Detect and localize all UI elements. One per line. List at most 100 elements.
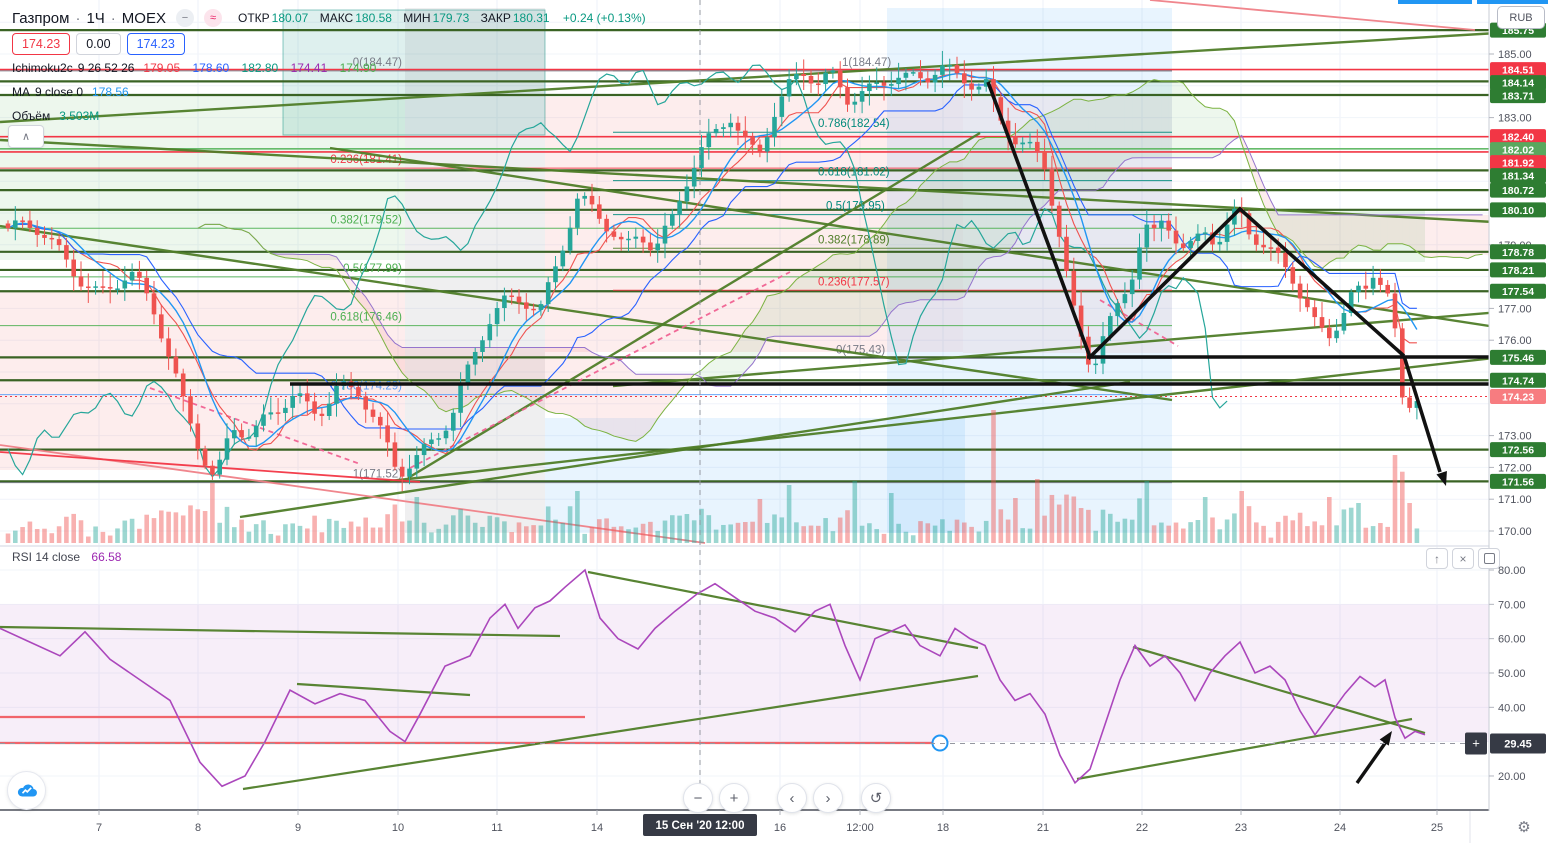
svg-text:181.92: 181.92 <box>1502 158 1534 170</box>
price-alert-badge <box>1490 88 1546 104</box>
price-alert-badge <box>1490 168 1546 184</box>
rsi-legend[interactable]: RSI 14 close 66.58 <box>12 550 121 564</box>
rsi-name: RSI 14 close <box>12 550 81 564</box>
drawn-annotations <box>290 81 1489 486</box>
rsi-value: 66.58 <box>91 550 122 564</box>
spread-value: 0.00 <box>76 33 121 55</box>
change-value: +0.24 (+0.13%) <box>562 11 646 25</box>
maximize-pane-button[interactable] <box>1478 548 1500 569</box>
time-axis-label: 21 <box>1037 822 1049 834</box>
hide-indicator-icon[interactable]: − <box>175 9 194 27</box>
time-axis-label: 7 <box>96 822 102 834</box>
watermark-logo-button[interactable] <box>7 771 46 810</box>
price-alert-badge <box>1490 349 1546 365</box>
time-axis-label: 25 <box>1431 822 1443 834</box>
ma-value: 178.56 <box>92 85 129 99</box>
collapse-legend-button[interactable]: ∧ <box>8 125 44 148</box>
time-axis-label: 10 <box>392 822 404 834</box>
buy-price-button[interactable]: 174.23 <box>126 33 185 55</box>
price-alert-badge <box>1490 442 1546 458</box>
time-axis-label: 23 <box>1235 822 1247 834</box>
price-alert-badge <box>1490 473 1546 489</box>
rsi-scale-label: 50.00 <box>1498 668 1526 680</box>
low-label: МИН <box>403 11 431 25</box>
move-pane-up-button[interactable]: ↑ <box>1426 548 1448 569</box>
scroll-left-button[interactable]: ‹ <box>777 783 807 813</box>
time-axis-label: 12:00 <box>846 822 874 834</box>
rsi-scale-label: 60.00 <box>1498 634 1526 646</box>
high-value: 180.58 <box>355 11 392 25</box>
indicator-params: 9 26 52 26 <box>77 61 135 75</box>
svg-text:0.5(179.95): 0.5(179.95) <box>826 201 885 213</box>
price-alert-badge <box>1490 142 1546 158</box>
timeframe-label[interactable]: 1Ч <box>86 9 105 27</box>
close-label: ЗАКР <box>480 11 511 25</box>
svg-text:0.786(182.54): 0.786(182.54) <box>818 118 890 130</box>
svg-text:183.71: 183.71 <box>1502 91 1534 103</box>
exchange-label[interactable]: MOEX <box>121 9 166 27</box>
scroll-right-button[interactable]: › <box>813 783 843 813</box>
time-axis[interactable]: 7 8 9 10 11 14 16 12:00 18 21 22 23 24 25 15 Сен '20 1… <box>0 810 1548 843</box>
price-alert-badge <box>1490 283 1546 299</box>
rsi-scale-label: 70.00 <box>1498 599 1526 611</box>
bid-ask-row: 174.23 0.00 174.23 <box>12 32 654 56</box>
indicator-name: Ichimoku2c <box>12 61 73 75</box>
separator: · <box>110 9 116 27</box>
tenkan-value: 179.05 <box>143 61 181 75</box>
svg-text:174.74: 174.74 <box>1502 375 1534 387</box>
price-alert-badge <box>1490 388 1546 404</box>
svg-text:182.02: 182.02 <box>1502 145 1534 157</box>
time-crosshair-badge <box>643 814 757 836</box>
sell-price-button[interactable]: 174.23 <box>12 33 71 55</box>
toolbar-strip-right <box>1477 0 1548 4</box>
svg-text:0.382(178.89): 0.382(178.89) <box>818 234 890 246</box>
time-axis-label: 8 <box>195 822 201 834</box>
price-alert-badge <box>1490 262 1546 278</box>
ma-legend[interactable]: MA 9 close 0 178.56 <box>12 80 654 104</box>
svg-text:178.78: 178.78 <box>1502 247 1534 259</box>
indicator-params: 9 close 0 <box>35 85 84 99</box>
price-scale-label: 172.00 <box>1498 462 1532 474</box>
volume-value: 3.503M <box>59 109 100 123</box>
ichimoku-legend[interactable]: Ichimoku2c 9 26 52 26 179.05 178.60 182.… <box>12 56 654 80</box>
svg-text:171.56: 171.56 <box>1502 476 1534 488</box>
symbol-row: Газпром · 1Ч · MOEX − ≈ ОТКР 180.07 МАКС 1… <box>12 6 654 30</box>
svg-text:0(175.43): 0(175.43) <box>836 344 885 356</box>
price-scale-label: 176.00 <box>1498 335 1532 347</box>
price-alert-badge <box>1490 75 1546 91</box>
volume-legend[interactable]: Объём 3.503M <box>12 104 654 128</box>
currency-toggle-button[interactable]: RUB <box>1497 6 1545 29</box>
time-axis-label: 24 <box>1334 822 1346 834</box>
time-axis-label: 11 <box>491 822 502 834</box>
open-value: 180.07 <box>271 11 309 25</box>
price-scale[interactable]: 185.00183.00179.00177.00176.00173.00172.… <box>1465 0 1548 843</box>
time-axis-label: 18 <box>937 822 949 834</box>
maximize-icon <box>1483 553 1495 564</box>
price-alert-badge <box>1490 244 1546 260</box>
rsi-pane-buttons: ↑ × <box>1426 548 1500 569</box>
rsi-scale-label: 40.00 <box>1498 702 1526 714</box>
drawing-handle[interactable] <box>931 734 949 752</box>
price-scale-label: 170.00 <box>1498 526 1532 538</box>
cloud-chart-icon <box>17 783 37 797</box>
approx-price-icon[interactable]: ≈ <box>203 9 222 27</box>
reset-view-button[interactable]: ↺ <box>861 783 891 813</box>
timezone-settings-button[interactable]: ⚙ <box>1517 819 1531 836</box>
symbol-title[interactable]: Газпром <box>12 9 70 27</box>
time-axis-label: 22 <box>1136 822 1148 834</box>
time-axis-label: 14 <box>591 822 603 834</box>
close-value: 180.31 <box>512 11 550 25</box>
price-level-lines <box>0 29 1489 483</box>
svg-text:+: + <box>1472 736 1480 751</box>
price-alert-badge <box>1490 62 1546 78</box>
price-scale-label: 171.00 <box>1498 494 1532 506</box>
zoom-out-button[interactable]: − <box>683 783 713 813</box>
crosshair <box>0 0 1489 810</box>
chikou-value: 174.90 <box>339 61 377 75</box>
add-alert-plus-box[interactable] <box>1465 732 1487 755</box>
zoom-in-button[interactable]: + <box>719 783 749 813</box>
time-axis-label: 9 <box>295 822 301 834</box>
close-pane-button[interactable]: × <box>1452 548 1474 569</box>
